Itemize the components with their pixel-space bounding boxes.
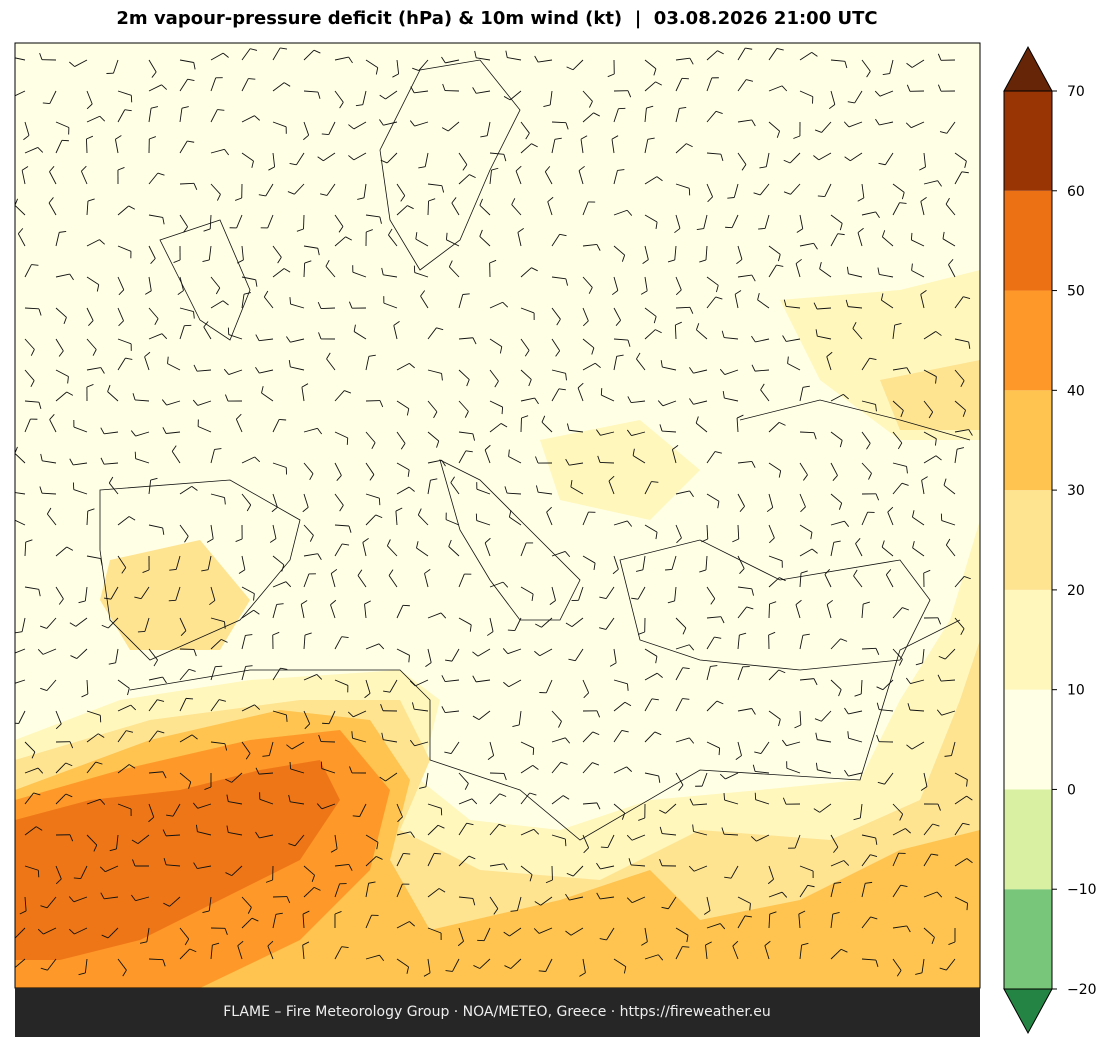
barb-flag <box>74 878 81 879</box>
colorbar-tick-label: −10 <box>1067 882 1097 898</box>
colorbar-tick-label: 40 <box>1067 383 1085 399</box>
barb-flag <box>290 297 291 304</box>
colorbar-tick-label: 20 <box>1067 583 1085 599</box>
barb-flag <box>502 407 503 414</box>
colorbar-bin <box>1004 490 1052 590</box>
colorbar-tick-label: 30 <box>1067 483 1085 499</box>
barb-staff <box>180 183 194 184</box>
barb-flag <box>818 196 825 197</box>
colorbar-extend-low <box>1004 989 1052 1033</box>
barb-flag <box>10 485 12 492</box>
barb-flag <box>911 233 912 240</box>
colorbar-tick-label: 10 <box>1067 683 1085 699</box>
colorbar-bin <box>1004 590 1052 690</box>
footer: FLAME – Fire Meteorology Group · NOA/MET… <box>223 1004 771 1020</box>
colorbar-tick-label: 0 <box>1067 782 1076 798</box>
colorbar-tick-label: 60 <box>1067 184 1085 200</box>
barb-flag <box>724 793 725 800</box>
title: 2m vapour-pressure deficit (hPa) & 10m w… <box>116 8 877 29</box>
barb-flag <box>601 847 608 848</box>
barb-flag <box>322 134 329 135</box>
barb-flag <box>7 92 12 97</box>
barb-flag <box>403 853 410 854</box>
barb-staff <box>86 139 87 153</box>
barb-flag <box>719 748 720 755</box>
colorbar-tick-label: 70 <box>1067 84 1085 100</box>
barb-flag <box>7 649 12 654</box>
barb-staff <box>321 308 335 309</box>
barb-flag <box>665 569 672 570</box>
colorbar-extend-high <box>1004 47 1052 91</box>
colorbar: −20 −10 0 10 20 30 40 50 60 70 <box>1004 47 1097 1033</box>
colorbar-bin <box>1004 291 1052 391</box>
colorbar-bin <box>1004 91 1052 191</box>
barb-flag <box>758 228 765 229</box>
colorbar-bin <box>1004 690 1052 790</box>
barb-flag <box>286 715 287 722</box>
barb-flag <box>9 935 15 938</box>
barb-staff <box>769 604 770 618</box>
barb-staff <box>600 462 614 463</box>
barb-flag <box>565 839 566 846</box>
barb-flag <box>446 233 447 240</box>
barb-flag <box>10 50 11 57</box>
colorbar-bin <box>1004 191 1052 291</box>
barb-flag <box>434 853 441 854</box>
barb-flag <box>186 698 193 699</box>
barb-flag <box>8 965 14 968</box>
barb-staff <box>862 648 876 649</box>
barb-flag <box>7 679 11 684</box>
map <box>7 43 980 988</box>
barb-flag <box>138 631 145 632</box>
colorbar-tick-label: −20 <box>1067 982 1097 998</box>
colorbar-bin <box>1004 789 1052 889</box>
barb-staff <box>428 201 429 215</box>
barb-flag <box>43 103 50 104</box>
barb-flag <box>279 419 286 420</box>
colorbar-tick-label: 50 <box>1067 284 1085 300</box>
barb-flag <box>967 903 968 910</box>
barb-flag <box>290 762 291 769</box>
colorbar-bin <box>1004 390 1052 490</box>
barb-flag <box>508 630 515 631</box>
colorbar-bin <box>1004 889 1052 989</box>
